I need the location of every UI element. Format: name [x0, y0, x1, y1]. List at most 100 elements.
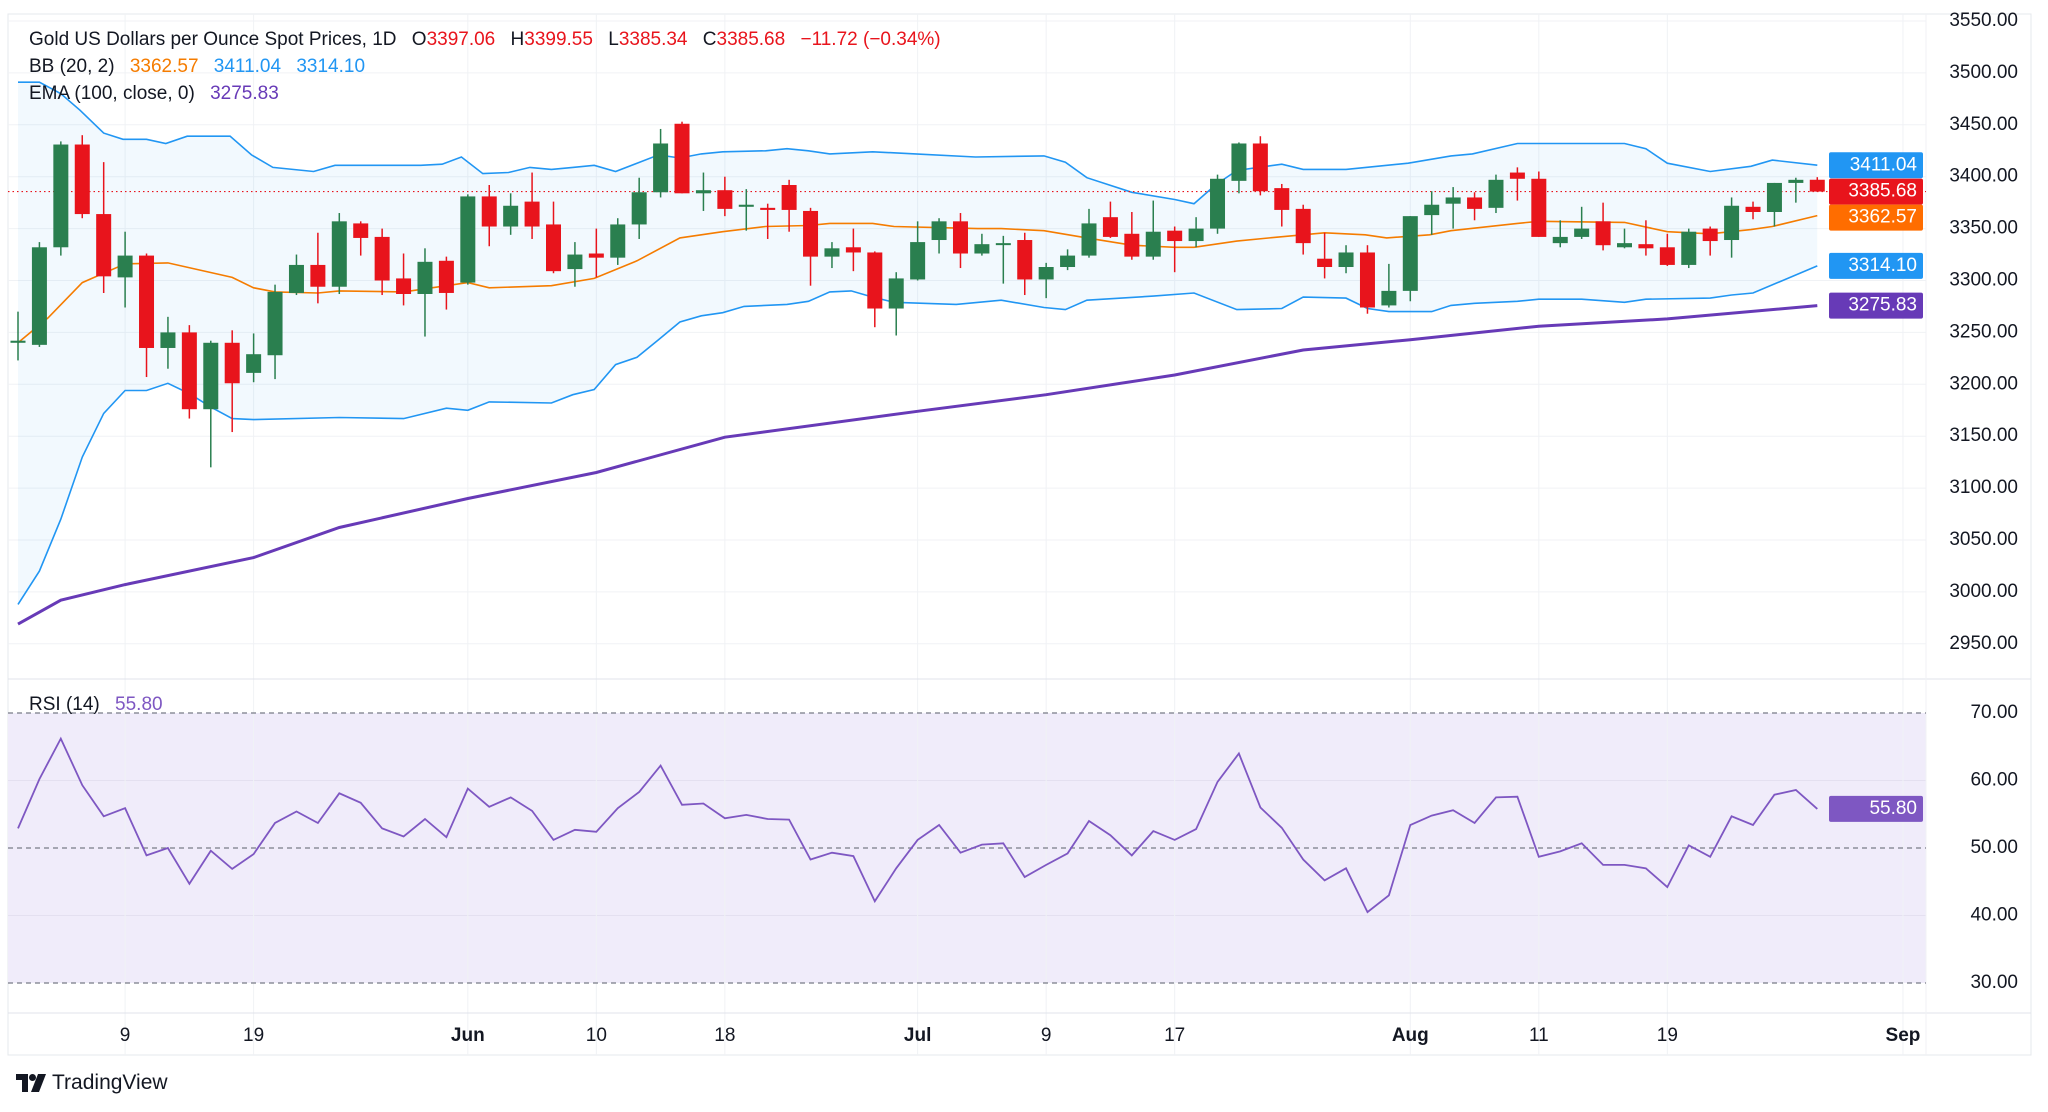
candle-down[interactable] [438, 256, 454, 310]
candle-down[interactable] [803, 207, 819, 286]
candle-up[interactable] [1445, 187, 1461, 229]
candle-down[interactable] [181, 325, 197, 419]
candle-up[interactable] [246, 333, 262, 383]
candle-up[interactable] [1231, 142, 1247, 194]
candle-up[interactable] [631, 177, 647, 239]
candle-down[interactable] [139, 253, 155, 378]
candle-up[interactable] [117, 231, 133, 308]
candle-up[interactable] [610, 218, 626, 265]
candle-down[interactable] [1638, 220, 1654, 256]
candle-down[interactable] [1702, 226, 1718, 256]
candle-down[interactable] [1509, 167, 1525, 201]
candle-up[interactable] [1488, 174, 1504, 214]
tradingview-logo[interactable]: TradingView [16, 1071, 168, 1095]
candle-up[interactable] [288, 254, 304, 296]
candle-down[interactable] [1745, 201, 1761, 220]
candle-down[interactable] [1467, 192, 1483, 221]
candle-down[interactable] [1809, 177, 1825, 192]
candle-body [331, 221, 347, 287]
candle-down[interactable] [524, 172, 540, 239]
candle-up[interactable] [931, 218, 947, 254]
candle-up[interactable] [1145, 200, 1161, 260]
candle-up[interactable] [53, 141, 69, 256]
candle-up[interactable] [1038, 262, 1054, 299]
candle-up[interactable] [995, 235, 1011, 284]
candle-up[interactable] [824, 242, 840, 269]
candle-down[interactable] [1595, 202, 1611, 251]
rsi-legend[interactable]: RSI (14) 55.80 [29, 693, 163, 717]
candle-up[interactable] [1188, 217, 1204, 248]
candle-down[interactable] [781, 179, 797, 232]
candle-up[interactable] [974, 233, 990, 256]
candle-up[interactable] [1381, 263, 1397, 308]
candle-up[interactable] [1766, 182, 1782, 227]
candle-down[interactable] [845, 228, 861, 272]
bb-legend[interactable]: BB (20, 2) 3362.57 3411.04 3314.10 [29, 55, 365, 79]
candle-down[interactable] [74, 135, 90, 219]
candle-down[interactable] [1531, 171, 1547, 237]
candle-body [1424, 204, 1440, 216]
candle-up[interactable] [738, 189, 754, 231]
candle-down[interactable] [546, 201, 561, 274]
price-axis-label: 3150.00 [1949, 425, 2018, 446]
candle-up[interactable] [1338, 245, 1354, 274]
candle-down[interactable] [867, 251, 883, 328]
candle-up[interactable] [1617, 228, 1632, 249]
candle-down[interactable] [1295, 204, 1311, 255]
candle-down[interactable] [224, 330, 240, 433]
candle-up[interactable] [1552, 220, 1568, 248]
candle-down[interactable] [310, 232, 326, 304]
candle-down[interactable] [1359, 245, 1375, 314]
candle-up[interactable] [1724, 197, 1740, 258]
candle-up[interactable] [331, 213, 347, 294]
candle-up[interactable] [1081, 208, 1097, 258]
ema-legend[interactable]: EMA (100, close, 0) 3275.83 [29, 82, 279, 106]
candle-up[interactable] [10, 311, 26, 361]
candle-down[interactable] [1274, 183, 1290, 227]
candle-down[interactable] [717, 176, 733, 217]
candle-down[interactable] [588, 228, 604, 278]
candle-body [1231, 143, 1247, 181]
candle-up[interactable] [653, 128, 669, 198]
candle-down[interactable] [1124, 211, 1140, 260]
candle-body [1167, 230, 1183, 242]
candle-down[interactable] [952, 213, 968, 269]
price-axis-label: 2950.00 [1949, 633, 2018, 654]
candle-body [1338, 252, 1354, 268]
candle-up[interactable] [160, 316, 176, 369]
candle-up[interactable] [460, 194, 476, 285]
candle-down[interactable] [374, 228, 390, 296]
candle-up[interactable] [203, 340, 219, 468]
candle-up[interactable] [267, 284, 283, 380]
candle-body [267, 291, 283, 356]
candle-up[interactable] [1402, 216, 1418, 302]
candle-up[interactable] [31, 242, 47, 347]
candle-up[interactable] [567, 242, 583, 287]
candle-down[interactable] [1102, 201, 1118, 238]
candle-down[interactable] [674, 121, 690, 194]
candle-down[interactable] [481, 185, 497, 247]
candle-up[interactable] [910, 221, 926, 281]
candle-down[interactable] [760, 203, 776, 239]
candle-up[interactable] [695, 172, 711, 211]
candle-down[interactable] [1017, 232, 1033, 296]
candle-up[interactable] [1424, 191, 1440, 235]
candle-down[interactable] [396, 253, 412, 306]
candle-up[interactable] [1210, 174, 1226, 234]
candle-down[interactable] [1252, 136, 1268, 196]
candle-down[interactable] [1317, 232, 1333, 279]
candle-body [1488, 179, 1504, 208]
candle-down[interactable] [1167, 226, 1183, 273]
candle-up[interactable] [417, 248, 433, 337]
candle-body [1574, 228, 1590, 237]
candle-up[interactable] [503, 193, 519, 235]
candle-up[interactable] [1788, 177, 1804, 203]
candle-down[interactable] [353, 221, 369, 256]
candle-up[interactable] [1681, 228, 1697, 269]
candle-up[interactable] [1060, 249, 1076, 271]
candle-down[interactable] [1659, 233, 1675, 266]
candle-up[interactable] [1574, 206, 1590, 239]
candle-down[interactable] [96, 162, 112, 293]
candle-up[interactable] [888, 272, 904, 336]
